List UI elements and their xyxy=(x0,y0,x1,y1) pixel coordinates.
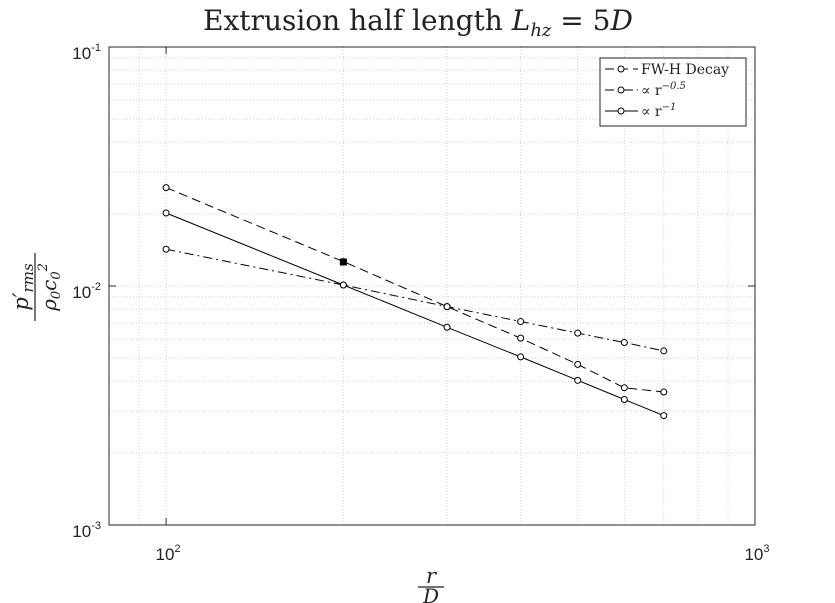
data-point xyxy=(517,353,525,361)
title-prefix: Extrusion half length xyxy=(203,4,512,37)
series-layer xyxy=(162,184,668,420)
data-point xyxy=(443,323,451,331)
data-point xyxy=(162,209,170,217)
data-point xyxy=(620,339,628,347)
data-point xyxy=(574,376,582,384)
x-label-denominator: D xyxy=(422,584,439,603)
series-3 xyxy=(162,209,668,420)
legend-label: FW-H Decay xyxy=(641,62,729,78)
data-point xyxy=(660,347,668,355)
y-label-num-sub: rms xyxy=(19,263,37,292)
data-point xyxy=(517,318,525,326)
y-axis-label: p′rms ρ0c02 xyxy=(9,253,64,321)
legend-marker xyxy=(617,86,625,94)
y-label-den-c: c xyxy=(37,280,61,291)
data-point xyxy=(660,388,668,396)
legend: FW-H Decay ∝ r−0.5 ∝ r−1 xyxy=(599,57,747,127)
legend-label: ∝ r−0.5 xyxy=(641,81,686,99)
data-point xyxy=(620,384,628,392)
legend-marker xyxy=(617,65,625,73)
x-tick-label: 102 xyxy=(156,543,181,564)
y-label-num-p: p′ xyxy=(9,292,33,310)
chart-title: Extrusion half length Lhz = 5D xyxy=(203,4,633,41)
legend-entry: ∝ r−1 xyxy=(605,102,676,120)
data-point xyxy=(162,245,170,253)
y-label-den-sub1: 0 xyxy=(49,291,64,299)
y-label-den-sub2: 0 xyxy=(49,271,64,279)
data-point xyxy=(574,329,582,337)
data-point xyxy=(620,396,628,404)
data-point xyxy=(443,303,451,311)
legend-entry: ∝ r−0.5 xyxy=(605,81,686,99)
y-label-denominator: ρ0c02 xyxy=(36,263,64,312)
x-tick-label: 103 xyxy=(744,543,769,564)
data-point xyxy=(574,360,582,368)
y-tick-label: 10-2 xyxy=(72,281,101,302)
legend-entry: FW-H Decay xyxy=(605,62,729,78)
x-axis-label: r D xyxy=(418,564,444,603)
y-label-numerator: p′rms xyxy=(9,263,37,311)
legend-label: ∝ r−1 xyxy=(641,102,676,120)
title-sub: hz xyxy=(530,20,552,41)
y-label-den-sup: 2 xyxy=(36,263,51,272)
y-label-den-rho: ρ xyxy=(37,299,61,312)
data-point xyxy=(517,334,525,342)
axis-ticks: 102 103 10-3 10-2 10-1 xyxy=(72,42,769,564)
title-unit: D xyxy=(609,4,632,37)
data-point xyxy=(339,281,347,289)
data-point xyxy=(162,184,170,192)
legend-marker xyxy=(617,107,625,115)
x-label-numerator: r xyxy=(426,564,438,588)
y-tick-label: 10-1 xyxy=(72,42,101,63)
y-tick-label: 10-3 xyxy=(72,520,101,541)
title-suffix: = 5 xyxy=(551,4,610,37)
highlighted-point xyxy=(339,258,347,266)
data-point xyxy=(660,412,668,420)
title-var: L xyxy=(511,4,531,37)
